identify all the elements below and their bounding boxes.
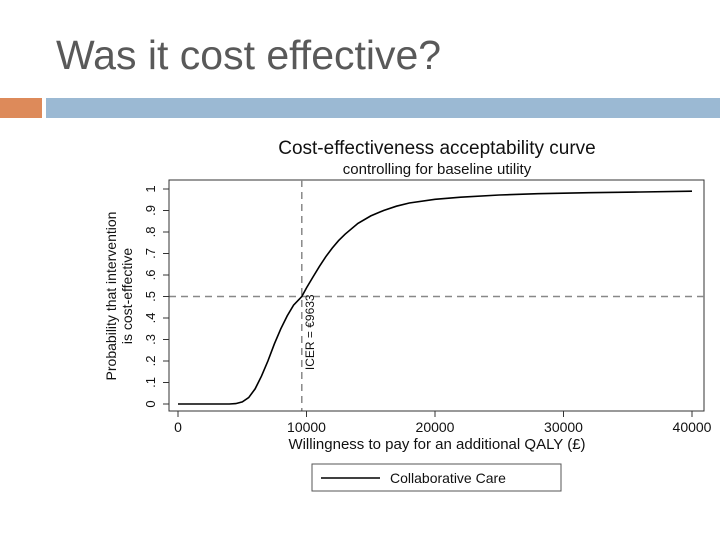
y-tick-label: .9 <box>143 205 158 216</box>
y-tick-label: .6 <box>143 270 158 281</box>
x-tick-label: 40000 <box>673 419 712 435</box>
y-tick-label: .2 <box>143 356 158 367</box>
y-tick-label: 1 <box>143 185 158 192</box>
accent-bar-orange <box>0 98 42 118</box>
chart-title: Cost-effectiveness acceptability curve <box>278 138 596 159</box>
x-axis-label: Willingness to pay for an additional QAL… <box>288 436 585 453</box>
y-axis-label-line1: Probability that intervention <box>103 212 119 381</box>
y-tick-label: .3 <box>143 334 158 345</box>
y-tick-label: .1 <box>143 377 158 388</box>
y-axis-label-line2: is cost-effective <box>119 248 135 344</box>
legend-label-collaborative-care: Collaborative Care <box>390 470 506 486</box>
x-tick-label: 0 <box>174 419 182 435</box>
x-tick-label: 10000 <box>287 419 326 435</box>
y-tick-label: .5 <box>143 291 158 302</box>
x-axis: 0 10000 20000 30000 40000 <box>169 410 712 435</box>
y-tick-label: .8 <box>143 227 158 238</box>
y-tick-label: .4 <box>143 313 158 324</box>
legend: Collaborative Care <box>311 463 562 492</box>
series-line-collaborative-care <box>178 190 693 405</box>
y-axis: 0 .1 .2 .3 .4 .5 .6 .7 .8 .9 1 <box>143 180 170 411</box>
plot-frame <box>168 179 705 412</box>
x-tick-label: 20000 <box>416 419 455 435</box>
y-tick-label: 0 <box>143 400 158 407</box>
reference-lines: ICER = €9633 <box>169 180 704 411</box>
chart-subtitle: controlling for baseline utility <box>343 161 532 178</box>
x-tick-label: 30000 <box>544 419 583 435</box>
accent-bar-blue <box>46 98 720 118</box>
slide-title: Was it cost effective? <box>56 32 442 78</box>
y-tick-label: .7 <box>143 248 158 259</box>
icer-annotation: ICER = €9633 <box>303 294 317 370</box>
